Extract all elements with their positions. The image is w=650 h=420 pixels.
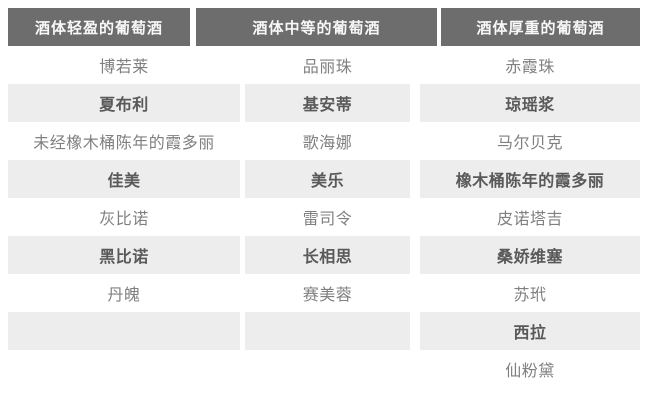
table-cell: 佳美 [8,160,240,198]
table-cell: 赤霞珠 [505,59,555,76]
table-cell: 歌海娜 [302,135,353,152]
table-cell: 黑比诺 [8,236,240,274]
table-cell: 苏玳 [513,287,547,304]
table-cell: 赛美蓉 [302,287,353,304]
header-medium-bodied: 酒体中等的葡萄酒 [196,8,437,46]
table-row: 仙粉黛 [8,350,640,388]
table-cell: 皮诺塔吉 [496,211,563,228]
header-light-bodied: 酒体轻盈的葡萄酒 [8,8,190,46]
table-cell [8,312,240,350]
table-cell: 桑娇维塞 [420,236,640,274]
table-cell: 未经橡木桶陈年的霞多丽 [33,135,215,152]
table-cell: 西拉 [420,312,640,350]
table-cell: 美乐 [245,160,410,198]
table-row: 西拉 [8,312,640,350]
table-cell: 夏布利 [8,84,240,122]
table-cell [245,312,410,350]
table-cell [8,350,240,388]
table-row: 黑比诺 长相思 桑娇维塞 [8,236,640,274]
table-row: 佳美 美乐 橡木桶陈年的霞多丽 [8,160,640,198]
table-row: 灰比诺 雷司令 皮诺塔吉 [8,198,640,236]
table-cell [245,350,410,388]
table-row: 丹魄 赛美蓉 苏玳 [8,274,640,312]
table-cell: 琼瑶浆 [420,84,640,122]
table-cell: 仙粉黛 [505,363,555,380]
table-cell: 品丽珠 [302,59,353,76]
wine-body-table: 酒体轻盈的葡萄酒 酒体中等的葡萄酒 酒体厚重的葡萄酒 博若莱 品丽珠 赤霞珠 夏… [8,8,640,388]
table-body: 博若莱 品丽珠 赤霞珠 夏布利 基安蒂 琼瑶浆 未经橡木桶陈年的霞多丽 歌海娜 … [8,46,640,388]
table-cell: 丹魄 [107,287,141,304]
table-cell: 博若莱 [99,59,149,76]
table-row: 博若莱 品丽珠 赤霞珠 [8,46,640,84]
header-full-bodied: 酒体厚重的葡萄酒 [441,8,640,46]
table-row: 夏布利 基安蒂 琼瑶浆 [8,84,640,122]
table-cell: 橡木桶陈年的霞多丽 [420,160,640,198]
table-cell: 长相思 [245,236,410,274]
table-cell: 马尔贝克 [496,135,563,152]
table-row: 未经橡木桶陈年的霞多丽 歌海娜 马尔贝克 [8,122,640,160]
table-header-row: 酒体轻盈的葡萄酒 酒体中等的葡萄酒 酒体厚重的葡萄酒 [8,8,640,46]
table-cell: 基安蒂 [245,84,410,122]
table-cell: 灰比诺 [99,211,149,228]
table-cell: 雷司令 [302,211,353,228]
